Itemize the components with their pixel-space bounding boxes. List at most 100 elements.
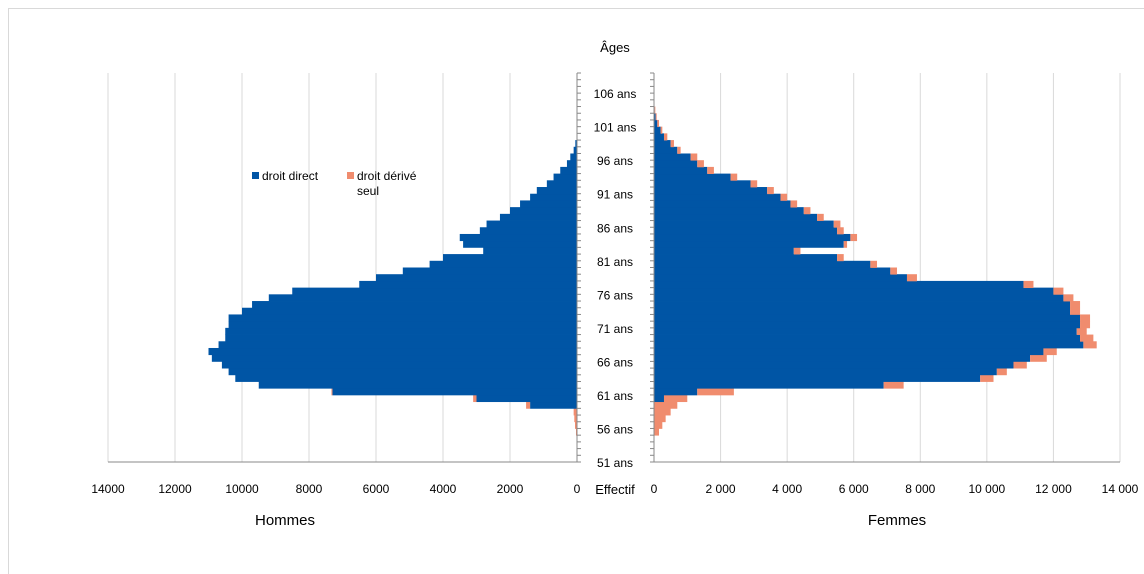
left-x-tick-label: 14000 [91,482,125,496]
bar-femmes-droit-derive [654,408,671,416]
right-x-tick-label: 6 000 [839,482,869,496]
right-x-tick-label: 14 000 [1102,482,1139,496]
bar-hommes-droit-direct [546,180,577,188]
age-tick-label: 51 ans [597,456,633,470]
bar-femmes-droit-direct [654,133,664,141]
bar-femmes-droit-derive [790,200,798,208]
bar-femmes-droit-derive [1023,280,1034,289]
bars [208,106,1097,436]
bar-hommes-droit-derive [573,408,577,416]
bar-hommes-droit-direct [536,187,577,195]
bar-femmes-droit-direct [654,381,884,389]
bar-hommes-droit-direct [476,394,577,403]
bar-femmes-droit-derive [793,247,801,255]
right-x-tick-label: 2 000 [706,482,736,496]
bar-hommes-droit-direct [499,213,577,221]
bar-hommes-droit-direct [530,193,577,201]
bar-hommes-droit-direct [292,287,577,295]
x-axis-label: Effectif [595,482,635,497]
bar-hommes-droit-direct [553,173,577,181]
bar-hommes-droit-direct [228,368,577,376]
bar-femmes-droit-direct [654,200,791,208]
age-tick-label: 76 ans [597,288,633,302]
bar-hommes-droit-direct [479,227,577,235]
tick-labels: 14000 12000 10000 8000 6000 4000 2000 0 0 2 000 4 … [91,87,1138,496]
bar-femmes-droit-derive [1080,314,1091,322]
bar-femmes-droit-direct [654,254,838,262]
bar-femmes-droit-direct [654,126,661,134]
bar-femmes-droit-derive [1013,361,1027,369]
bar-femmes-droit-derive [803,207,811,215]
left-x-tick-label: 6000 [363,482,390,496]
legend-label-droit-derive-line1: droit dérivé [357,169,417,183]
bar-femmes-droit-direct [654,307,1071,315]
right-x-tick-label: 12 000 [1035,482,1072,496]
bar-hommes-droit-direct [560,166,577,175]
bar-femmes-droit-direct [654,207,804,215]
bar-femmes-droit-direct [654,119,658,128]
bar-femmes-droit-direct [654,314,1081,322]
age-tick-label: 96 ans [597,154,633,168]
bar-femmes-droit-derive [817,213,824,221]
bar-hommes-droit-direct [242,307,577,315]
bar-hommes-droit-direct [573,146,577,154]
bar-femmes-droit-derive [1053,287,1064,295]
bar-femmes-droit-derive [750,180,758,188]
bar-femmes-droit-direct [654,294,1064,302]
bar-hommes-droit-direct [443,254,577,262]
bar-femmes-droit-derive [850,233,858,242]
bar-hommes-droit-direct [570,153,577,161]
bar-femmes-droit-direct [654,354,1031,362]
bar-femmes-droit-derive [837,227,844,235]
bar-femmes-droit-direct [654,267,891,275]
bar-hommes-droit-direct [221,361,577,369]
bar-femmes-droit-derive [697,388,734,396]
left-x-tick-label: 4000 [430,482,457,496]
bar-femmes-droit-derive [1070,301,1081,309]
bar-hommes-droit-direct [258,381,577,389]
right-x-tick-label: 10 000 [969,482,1006,496]
bar-femmes-droit-derive [883,381,904,389]
bar-hommes-droit-derive [575,428,577,436]
bar-hommes-droit-direct [211,354,577,362]
bar-femmes-droit-derive [654,106,656,114]
bar-femmes-droit-direct [654,321,1081,329]
bar-femmes-droit-derive [730,173,738,181]
bar-femmes-droit-direct [654,193,781,201]
bar-hommes-droit-direct [483,247,577,255]
bar-hommes-droit-direct [376,274,577,282]
bar-hommes-droit-direct [218,341,578,349]
right-x-tick-label: 4 000 [772,482,802,496]
bar-hommes-droit-direct [402,267,577,275]
bar-femmes-droit-direct [654,213,818,221]
bar-femmes-droit-direct [654,301,1071,309]
bar-femmes-droit-direct [654,280,1024,289]
bar-femmes-droit-derive [833,220,841,228]
bar-hommes-droit-derive [331,388,333,396]
bar-femmes-droit-direct [654,180,751,188]
bar-femmes-droit-derive [1030,354,1047,362]
bar-femmes-droit-derive [980,374,994,382]
bar-femmes-droit-derive [843,240,848,248]
left-axis-label: Hommes [255,512,315,529]
bar-femmes-droit-derive [654,421,663,429]
bar-femmes-droit-direct [654,166,708,175]
legend-label-droit-direct: droit direct [262,169,319,183]
bar-femmes-droit-direct [654,153,691,161]
age-tick-label: 66 ans [597,355,633,369]
bar-hommes-droit-direct [235,374,578,382]
bar-femmes-droit-derive [1076,327,1087,335]
bar-femmes-droit-direct [654,374,981,382]
bar-hommes-droit-direct [225,327,577,335]
age-tick-label: 56 ans [597,422,633,436]
bar-hommes-droit-direct [228,314,577,322]
bar-femmes-droit-direct [654,327,1077,335]
bar-femmes-droit-derive [870,260,878,268]
bar-femmes-droit-derive [655,113,657,121]
bar-femmes-droit-direct [654,347,1044,356]
bar-hommes-droit-derive [473,394,477,403]
age-tick-label: 61 ans [597,389,633,403]
bar-femmes-droit-derive [654,415,666,423]
bar-femmes-droit-direct [654,334,1081,342]
